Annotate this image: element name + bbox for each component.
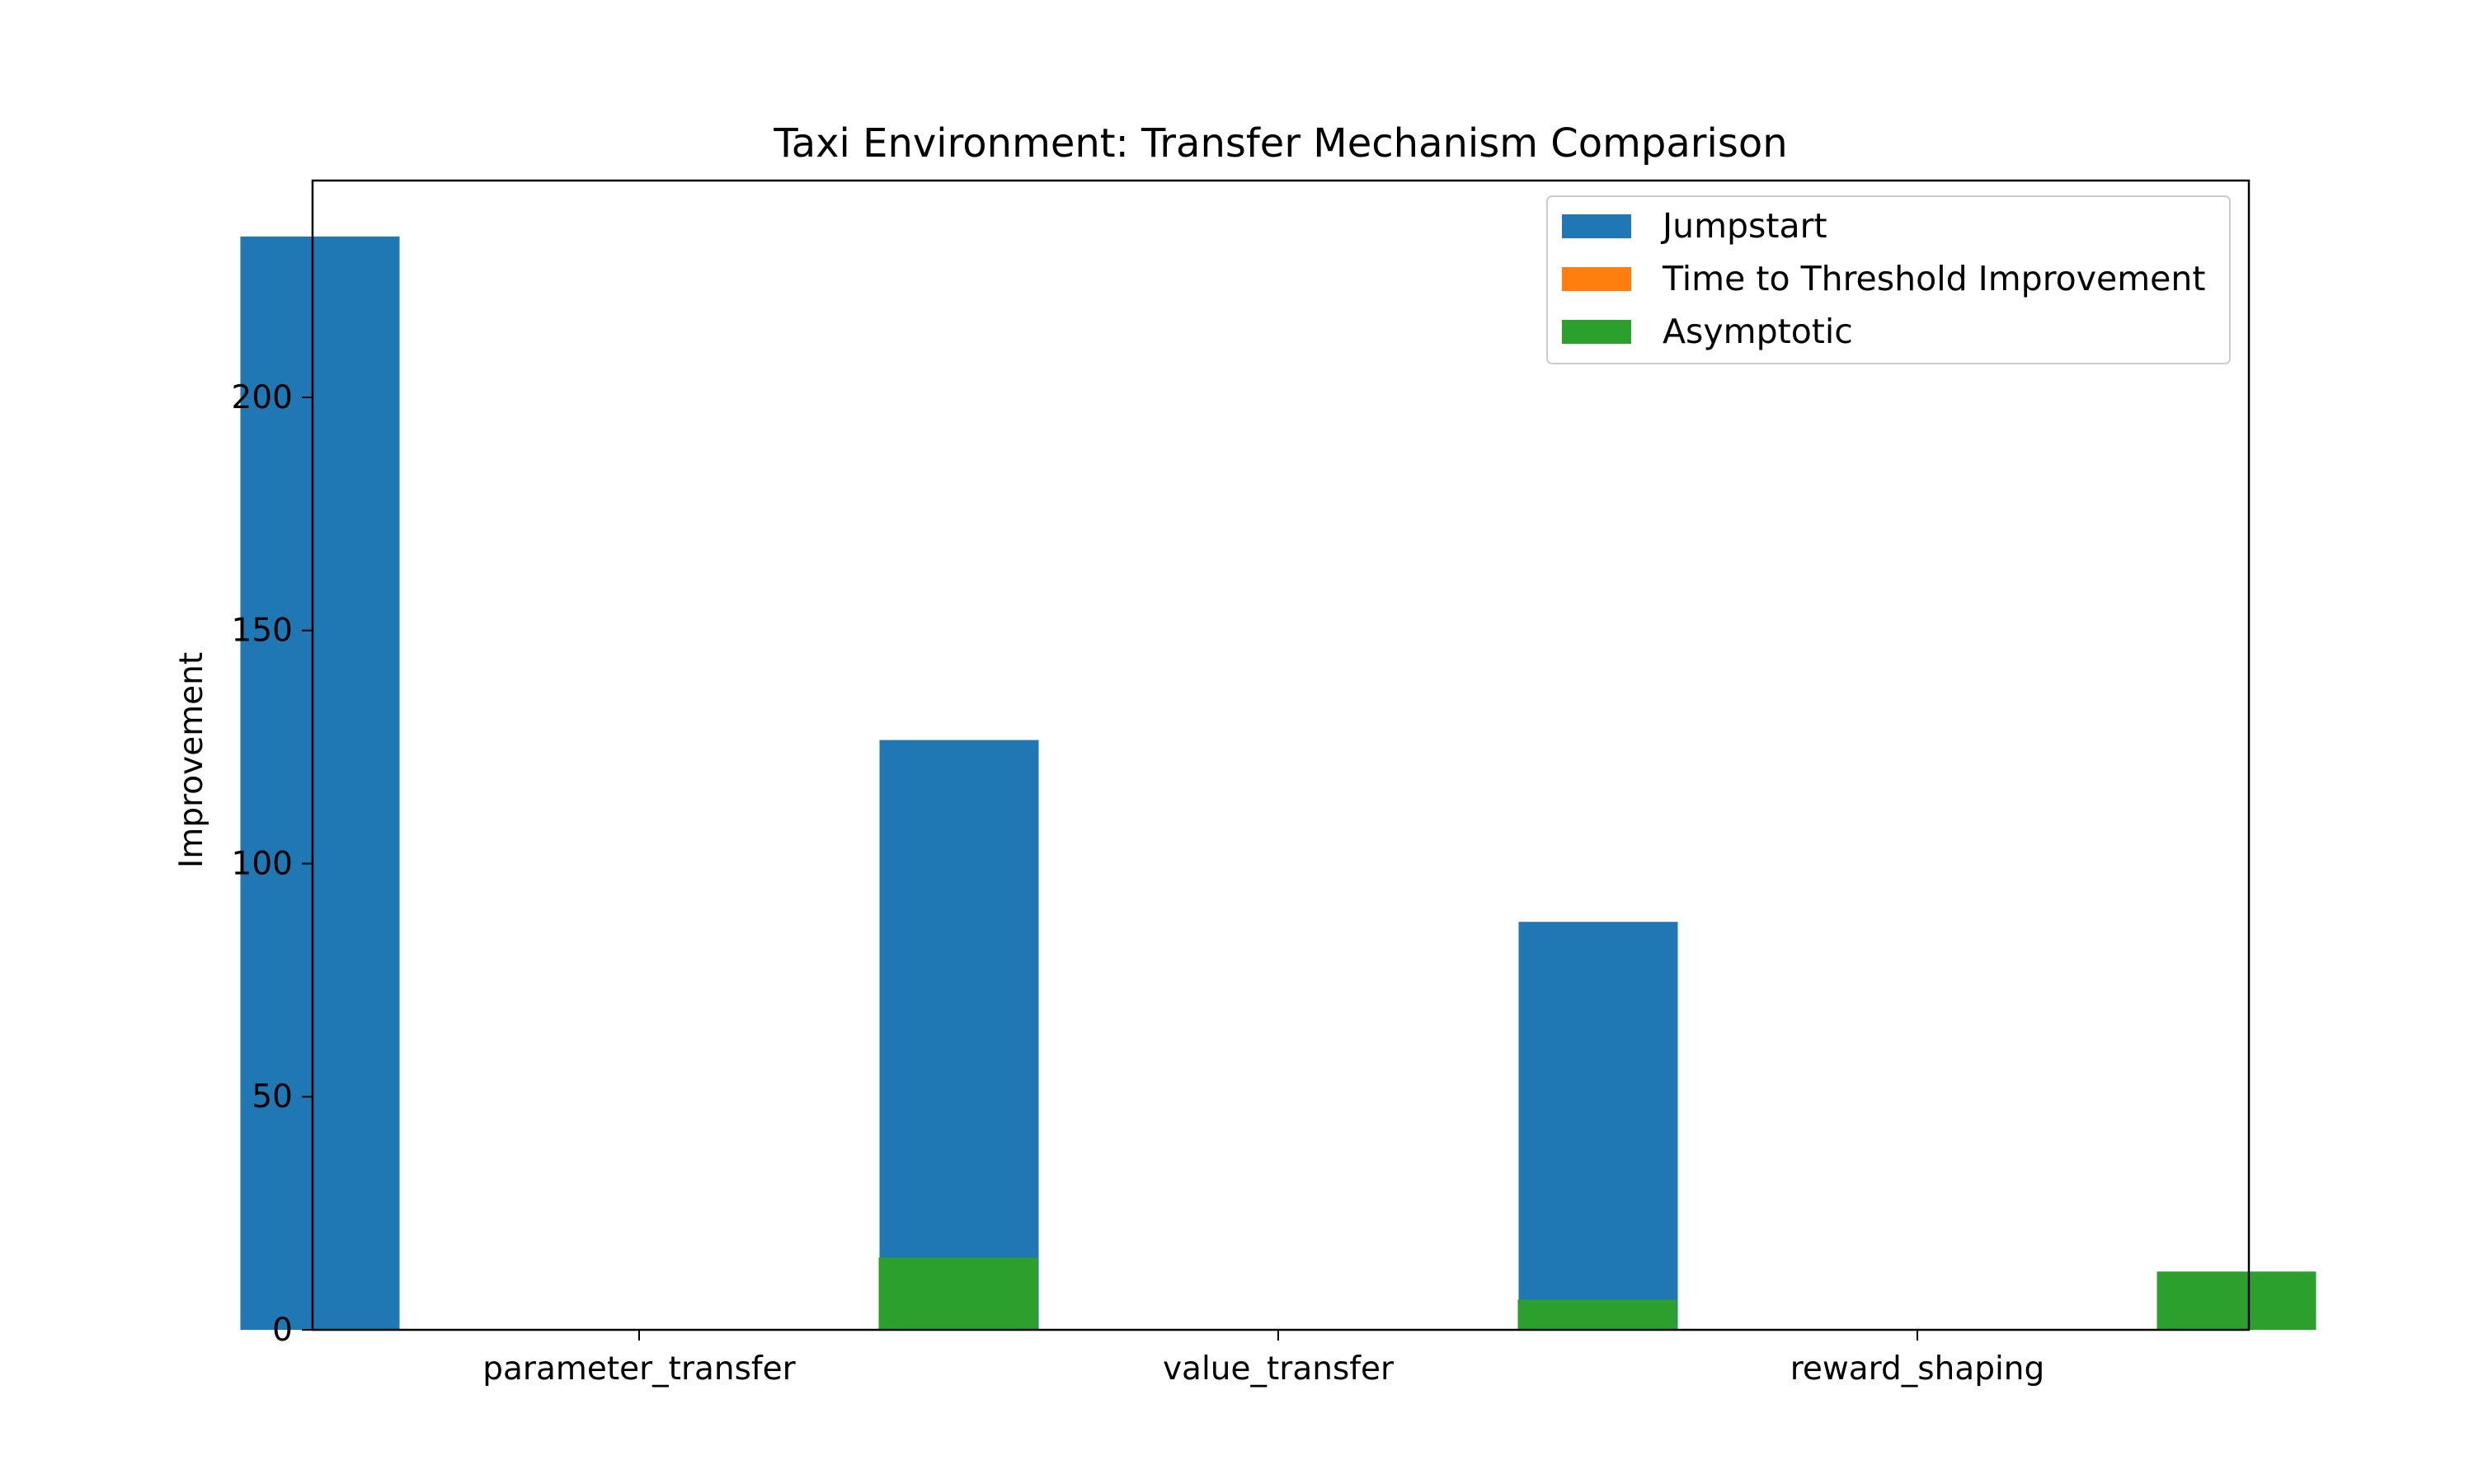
bar-jumpstart-parameter_transfer [240,236,400,1330]
y-tick-label: 0 [272,1312,293,1349]
y-tick-label: 150 [232,613,293,650]
axes-frame [311,179,2251,1331]
legend-label: Jumpstart [1660,206,1827,246]
x-tick-label: reward_shaping [1790,1350,2045,1388]
legend-swatch [1562,320,1631,344]
bar-jumpstart-value_transfer [879,740,1039,1330]
legend-swatch [1562,214,1631,238]
y-tick-label: 200 [232,379,293,416]
y-tick-label: 100 [232,845,293,882]
x-tick-label: value_transfer [1163,1350,1395,1388]
bar-asymptotic-reward_shaping [2157,1271,2316,1330]
legend: Jumpstart Time to Threshold Improvement As… [1546,195,2231,364]
bar-asymptotic-parameter_transfer [878,1257,1038,1330]
legend-swatch [1562,267,1631,291]
y-tick-label: 50 [252,1078,293,1115]
legend-label: Asymptotic [1663,312,1853,351]
y-axis-label: Improvement [173,652,210,868]
x-tick-label: parameter_transfer [482,1350,796,1388]
plot-area: 0 50 100 150 200 parameter_transfer value_tran… [232,179,2316,1388]
bar-asymptotic-value_transfer [1517,1299,1677,1330]
legend-frame [1546,195,2231,364]
legend-label: Time to Threshold Improvement [1662,259,2205,298]
chart-title: Taxi Environment: Transfer Mechanism Com… [773,120,1787,167]
bar-jumpstart-reward_shaping [1518,922,1678,1330]
